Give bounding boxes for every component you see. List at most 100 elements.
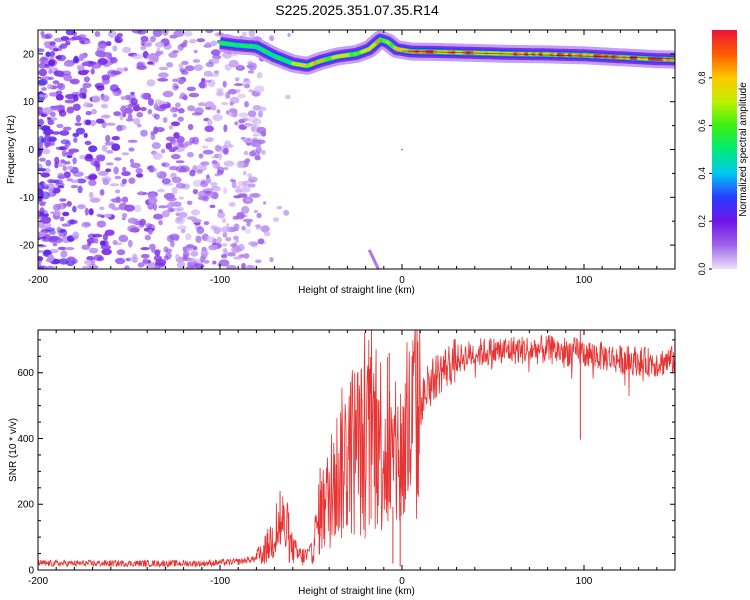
noise-blob — [247, 110, 257, 117]
noise-blob — [82, 82, 92, 89]
noise-blob — [45, 159, 52, 167]
noise-blob — [127, 239, 133, 248]
y-tick-label: 20 — [23, 49, 35, 60]
noise-blob — [241, 262, 246, 269]
noise-blob — [91, 108, 97, 115]
noise-blob — [58, 246, 66, 250]
noise-blob — [208, 244, 218, 251]
noise-blob — [95, 118, 105, 124]
noise-blob — [93, 160, 101, 168]
colorbar-tick-label: 0.0 — [697, 263, 707, 276]
noise-blob — [144, 234, 151, 241]
noise-blob — [99, 240, 106, 247]
noise-blob — [260, 225, 270, 233]
noise-blob — [101, 74, 111, 81]
noise-blob — [223, 160, 235, 167]
noise-blob — [221, 254, 228, 259]
noise-blob — [133, 105, 141, 112]
noise-blob — [60, 250, 68, 258]
noise-blob — [103, 51, 112, 58]
snr-panel: -200 -100 0 100 0 200 400 600 Height of straight… — [8, 329, 676, 597]
noise-blob — [47, 254, 55, 262]
noise-blob — [211, 49, 221, 56]
noise-blob — [140, 40, 145, 46]
noise-blob — [268, 35, 275, 41]
noise-blob — [116, 125, 123, 132]
noise-blob — [149, 243, 156, 251]
noise-blob — [39, 202, 46, 207]
noise-blob — [228, 202, 236, 207]
noise-blob — [151, 142, 161, 150]
noise-blob — [211, 58, 220, 64]
noise-blob — [70, 179, 79, 184]
noise-blob — [257, 110, 263, 118]
noise-blob — [155, 171, 161, 176]
noise-blob — [238, 112, 249, 118]
noise-blob — [205, 236, 215, 243]
noise-blob — [157, 188, 165, 193]
noise-blob — [170, 153, 181, 160]
noise-blob — [122, 166, 127, 173]
noise-blob — [110, 57, 118, 64]
noise-blob — [192, 179, 203, 187]
noise-blob — [148, 165, 155, 173]
noise-blob — [62, 165, 67, 172]
noise-blob — [155, 41, 165, 48]
noise-blob — [83, 40, 92, 45]
noise-blob — [248, 30, 255, 38]
noise-blob — [51, 131, 61, 135]
noise-blob — [183, 30, 193, 37]
noise-blob — [186, 200, 193, 205]
noise-blob — [40, 172, 50, 178]
noise-blob — [162, 117, 168, 123]
noise-blob — [72, 103, 81, 112]
noise-blob — [223, 167, 229, 170]
noise-blob — [48, 69, 53, 75]
noise-blob — [153, 113, 160, 120]
noise-blob — [233, 83, 244, 87]
noise-blob — [105, 162, 114, 166]
noise-blob — [225, 110, 229, 115]
noise-blob — [191, 112, 202, 116]
noise-blob — [153, 213, 164, 220]
noise-blob — [200, 249, 209, 257]
noise-blob — [159, 128, 164, 132]
noise-blob — [172, 83, 179, 91]
noise-blob — [40, 216, 52, 224]
noise-blob — [124, 107, 134, 114]
noise-blob — [49, 41, 56, 46]
noise-blob — [181, 70, 189, 75]
noise-blob — [38, 231, 46, 238]
noise-blob — [146, 79, 156, 87]
low-frequency-feature — [367, 249, 380, 269]
noise-blob — [202, 149, 214, 155]
noise-blob — [41, 92, 48, 99]
noise-blob — [52, 242, 58, 247]
noise-blob — [130, 98, 138, 105]
noise-blob — [55, 104, 66, 110]
noise-blob — [65, 247, 75, 251]
noise-blob — [69, 78, 80, 85]
noise-blob — [111, 136, 120, 141]
noise-blob — [216, 109, 221, 114]
noise-blob — [203, 79, 212, 83]
noise-blob — [148, 228, 153, 235]
noise-blob — [245, 198, 251, 202]
x-tick-label: -200 — [28, 576, 48, 587]
noise-blob — [177, 108, 185, 114]
noise-blob — [234, 247, 240, 252]
noise-blob — [65, 93, 76, 100]
noise-blob — [186, 86, 196, 92]
noise-blob — [60, 159, 66, 164]
noise-blob — [105, 122, 116, 126]
noise-blob — [225, 237, 232, 242]
noise-blob — [177, 116, 184, 122]
noise-blob — [47, 83, 53, 90]
noise-blob — [196, 226, 205, 234]
noise-blob — [175, 212, 180, 216]
noise-blob — [107, 30, 117, 38]
noise-blob — [112, 45, 118, 52]
noise-blob — [39, 94, 44, 98]
noise-blob — [99, 206, 105, 211]
noise-blob — [80, 40, 85, 45]
